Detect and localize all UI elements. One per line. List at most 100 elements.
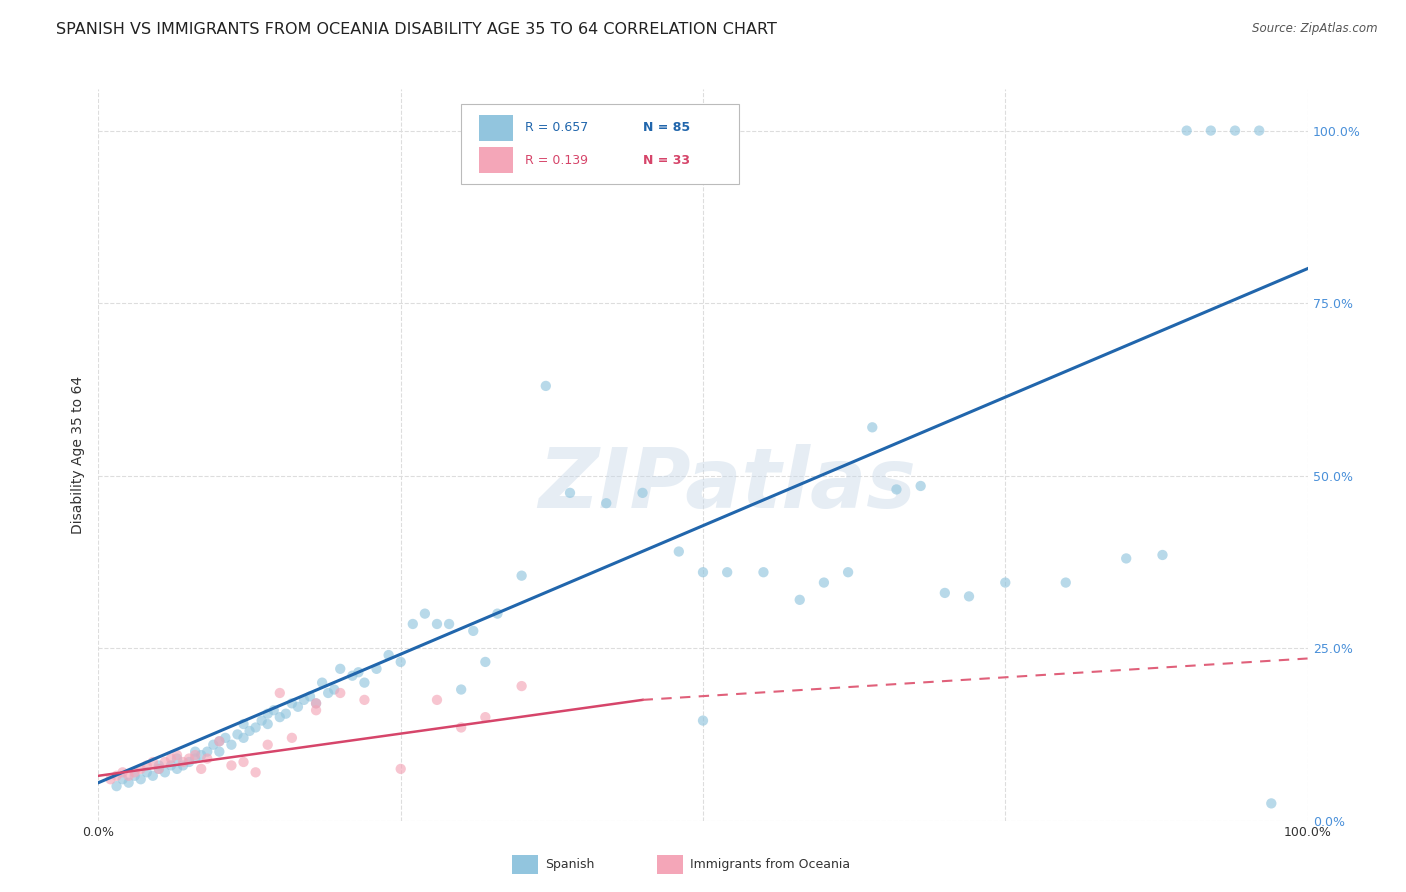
- Point: [813, 575, 835, 590]
- Point: [910, 479, 932, 493]
- Bar: [479, 115, 513, 141]
- Point: [426, 617, 449, 632]
- Point: [474, 710, 496, 724]
- Point: [148, 758, 170, 772]
- Point: [316, 686, 339, 700]
- Point: [269, 710, 291, 724]
- Point: [353, 693, 375, 707]
- Point: [450, 721, 472, 735]
- Point: [353, 675, 375, 690]
- Point: [184, 745, 207, 759]
- Point: [142, 755, 165, 769]
- Point: [124, 769, 146, 783]
- Point: [347, 665, 370, 680]
- Y-axis label: Disability Age 35 to 64: Disability Age 35 to 64: [72, 376, 86, 534]
- Point: [160, 758, 183, 772]
- Point: [474, 655, 496, 669]
- Point: [510, 679, 533, 693]
- Point: [256, 717, 278, 731]
- Point: [342, 669, 364, 683]
- Point: [269, 686, 291, 700]
- Text: N = 33: N = 33: [643, 153, 689, 167]
- Point: [287, 699, 309, 714]
- Bar: [479, 147, 513, 173]
- Point: [135, 758, 157, 772]
- Point: [534, 379, 557, 393]
- Point: [172, 755, 194, 769]
- Point: [837, 566, 859, 580]
- Point: [305, 696, 328, 710]
- Point: [256, 706, 278, 721]
- Point: [299, 690, 322, 704]
- Point: [190, 762, 212, 776]
- Point: [716, 566, 738, 580]
- Point: [305, 703, 328, 717]
- Point: [232, 731, 254, 745]
- Point: [463, 624, 485, 638]
- Point: [274, 706, 297, 721]
- Point: [692, 714, 714, 728]
- Point: [329, 662, 352, 676]
- Point: [994, 575, 1017, 590]
- Point: [153, 765, 176, 780]
- Text: R = 0.139: R = 0.139: [526, 153, 588, 167]
- Point: [105, 769, 128, 783]
- Point: [111, 772, 134, 787]
- Point: [402, 617, 425, 632]
- Point: [232, 755, 254, 769]
- Point: [934, 586, 956, 600]
- Point: [305, 696, 328, 710]
- Point: [311, 675, 333, 690]
- Text: SPANISH VS IMMIGRANTS FROM OCEANIA DISABILITY AGE 35 TO 64 CORRELATION CHART: SPANISH VS IMMIGRANTS FROM OCEANIA DISAB…: [56, 22, 778, 37]
- Point: [118, 769, 141, 783]
- Point: [245, 765, 267, 780]
- Point: [860, 420, 883, 434]
- Point: [245, 721, 267, 735]
- Text: N = 85: N = 85: [643, 121, 690, 135]
- Point: [558, 486, 581, 500]
- Point: [250, 714, 273, 728]
- Point: [1249, 123, 1271, 137]
- Point: [366, 662, 388, 676]
- Point: [202, 738, 225, 752]
- Point: [631, 486, 654, 500]
- Point: [195, 751, 218, 765]
- Point: [100, 772, 122, 787]
- Point: [148, 762, 170, 776]
- Point: [1260, 797, 1282, 811]
- Point: [195, 745, 218, 759]
- Point: [208, 734, 231, 748]
- Point: [172, 758, 194, 772]
- Point: [184, 751, 207, 765]
- Point: [232, 717, 254, 731]
- Point: [135, 765, 157, 780]
- Point: [129, 772, 152, 787]
- Point: [184, 748, 207, 763]
- Text: R = 0.657: R = 0.657: [526, 121, 589, 135]
- Point: [1152, 548, 1174, 562]
- Point: [166, 748, 188, 763]
- Point: [450, 682, 472, 697]
- Point: [221, 758, 243, 772]
- Point: [153, 755, 176, 769]
- Point: [1115, 551, 1137, 566]
- Point: [1199, 123, 1222, 137]
- Point: [752, 566, 775, 580]
- Point: [160, 751, 183, 765]
- Point: [292, 693, 315, 707]
- Point: [190, 748, 212, 763]
- Point: [437, 617, 460, 632]
- Point: [208, 745, 231, 759]
- Point: [1175, 123, 1198, 137]
- Point: [389, 762, 412, 776]
- Point: [256, 738, 278, 752]
- Point: [1223, 123, 1246, 137]
- FancyBboxPatch shape: [461, 103, 740, 185]
- Point: [239, 723, 262, 738]
- Point: [263, 703, 285, 717]
- Point: [142, 769, 165, 783]
- Point: [377, 648, 399, 662]
- Point: [692, 566, 714, 580]
- Point: [668, 544, 690, 558]
- Point: [208, 734, 231, 748]
